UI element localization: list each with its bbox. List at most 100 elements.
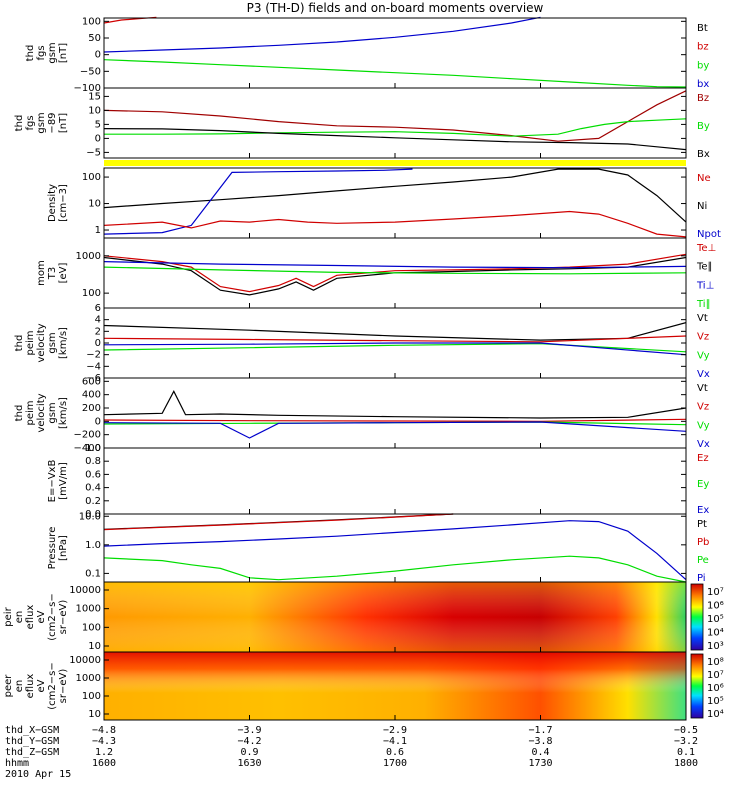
ephemeris-value: −3.2 xyxy=(674,736,698,747)
legend-entry: Vy xyxy=(697,420,710,431)
colorbar-label: 10³ xyxy=(707,641,724,652)
date-label: 2010 Apr 15 xyxy=(5,769,71,780)
series-line xyxy=(104,261,686,269)
y-tick-label: −50 xyxy=(80,66,101,77)
series-line xyxy=(104,168,413,235)
ephemeris-value: 0.4 xyxy=(531,747,549,758)
spectrogram-overlay xyxy=(104,582,686,652)
y-tick-label: 10000 xyxy=(69,585,101,596)
legend-entry: Ex xyxy=(697,505,709,516)
y-tick-label: 5 xyxy=(95,119,101,130)
quality-flag-bar xyxy=(104,160,686,166)
series-line xyxy=(104,256,686,296)
y-axis-label: thd xyxy=(14,335,25,352)
colorbar-label: 10⁴ xyxy=(707,709,724,720)
legend-entry: bz xyxy=(697,42,709,53)
legend-entry: Ne xyxy=(697,173,711,184)
ephemeris-row-label: thd_Z−GSM xyxy=(5,747,59,758)
legend-entry: bx xyxy=(697,79,709,90)
y-tick-label: −400 xyxy=(74,443,101,454)
series-line xyxy=(104,555,686,583)
series-line xyxy=(104,418,686,422)
ephemeris-value: −3.8 xyxy=(528,736,552,747)
series-line xyxy=(104,335,686,343)
series-line xyxy=(104,520,686,581)
colorbar-label: 10⁸ xyxy=(707,657,724,668)
series-line xyxy=(104,513,454,531)
y-tick-label: 0.1 xyxy=(85,568,101,579)
y-tick-label: 10000 xyxy=(69,655,101,666)
legend-entry: Pb xyxy=(697,537,709,548)
colorbar-label: 10⁴ xyxy=(707,628,724,639)
y-axis-label: sr−eV) xyxy=(58,600,69,635)
y-tick-label: 600 xyxy=(82,376,101,387)
series-line xyxy=(104,266,686,275)
y-tick-label: 4 xyxy=(95,315,101,326)
ephemeris-row-label: thd_X−GSM xyxy=(5,725,59,736)
y-axis-label: thd xyxy=(0,609,3,626)
ephemeris-value: −1.7 xyxy=(528,725,552,736)
y-tick-label: 0 xyxy=(95,416,101,427)
colorbar-label: 10⁷ xyxy=(707,587,724,598)
legend-entry: Bt xyxy=(697,23,708,34)
legend-entry: Bz xyxy=(697,93,709,104)
y-tick-label: 1 xyxy=(95,225,101,236)
y-tick-label: −100 xyxy=(74,83,101,94)
y-tick-label: 100 xyxy=(82,16,101,27)
y-tick-label: −5 xyxy=(86,147,101,158)
y-axis-label: thd xyxy=(14,115,25,132)
legend-entry: Pi xyxy=(697,573,706,584)
y-axis-label: [nT] xyxy=(58,43,69,63)
y-axis-label: T3 xyxy=(47,267,58,280)
colorbar xyxy=(690,653,704,719)
legend-entry: Ni xyxy=(697,201,707,212)
y-axis-label: gsm xyxy=(47,402,58,423)
y-tick-label: 400 xyxy=(82,390,101,401)
legend-entry: Vx xyxy=(697,439,710,450)
y-tick-label: 1000 xyxy=(76,604,101,615)
y-tick-label: 0.4 xyxy=(85,483,101,494)
y-axis-label: velocity xyxy=(36,323,47,362)
legend-entry: By xyxy=(697,121,710,132)
y-axis-label: [eV] xyxy=(58,263,69,284)
y-axis-label: eflux xyxy=(25,674,36,699)
legend-entry: Ez xyxy=(697,453,709,464)
legend-entry: Vt xyxy=(697,313,708,324)
spectrogram-overlay xyxy=(104,652,686,720)
y-tick-label: 50 xyxy=(88,33,101,44)
ephemeris-value: 1630 xyxy=(237,758,261,769)
y-axis-label: peim xyxy=(25,330,36,355)
y-tick-label: −6 xyxy=(86,373,101,384)
y-tick-label: 2 xyxy=(95,326,101,337)
panel-frame xyxy=(103,447,687,515)
y-axis-label: peer xyxy=(3,674,14,698)
ephemeris-value: −4.1 xyxy=(383,736,407,747)
y-tick-label: 100 xyxy=(82,288,101,299)
ephemeris-value: −4.8 xyxy=(92,725,116,736)
ephemeris-value: −4.2 xyxy=(237,736,261,747)
legend-entry: by xyxy=(697,60,709,71)
y-axis-label: [cm−3] xyxy=(58,184,69,222)
ephemeris-value: 1.2 xyxy=(95,747,113,758)
legend-entry: Vy xyxy=(697,350,710,361)
panel-frame xyxy=(103,87,687,159)
series-line xyxy=(104,210,686,238)
y-axis-label: (cm2−s− xyxy=(47,662,58,709)
y-axis-label: gsm xyxy=(47,42,58,63)
colorbar-label: 10⁶ xyxy=(707,683,724,694)
ephemeris-value: −3.9 xyxy=(237,725,261,736)
y-axis-label: thd xyxy=(25,45,36,62)
series-line xyxy=(104,168,686,223)
y-tick-label: 1000 xyxy=(76,251,101,262)
legend-entry: Ti⊥ xyxy=(696,280,714,291)
colorbar-label: 10⁵ xyxy=(707,614,724,625)
y-axis-label: mom xyxy=(36,260,47,286)
panel-efield: 1.0 0.8 0.6 0.4 0.2 0.0 Ez Ey Ex E=−VxB [mV/m] xyxy=(47,443,709,520)
y-axis-label: fgs xyxy=(25,115,36,130)
y-axis-label: −89 xyxy=(47,112,58,133)
panel-frame xyxy=(103,377,687,449)
panel-fgs: 100 50 0 −50 −100 Bt bz by bx thd fgs gsm [nT] xyxy=(25,16,709,94)
panel-pressure: 10.0 1.0 0.1 Pt Pb Pe Pi Pressure [nPa] xyxy=(47,511,709,584)
ephemeris-value: 0.9 xyxy=(240,747,258,758)
